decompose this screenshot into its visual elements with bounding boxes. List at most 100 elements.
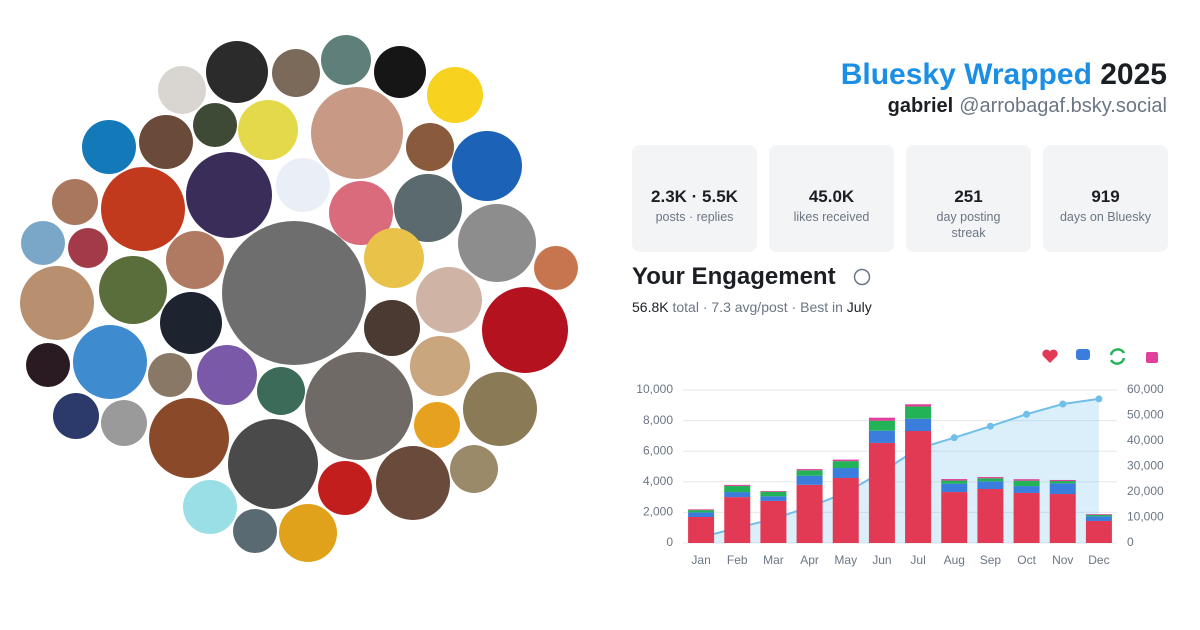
bar-segment (1013, 479, 1040, 481)
title: Bluesky Wrapped 2025 (841, 58, 1167, 92)
bar-segment (796, 470, 823, 476)
line-point (950, 434, 958, 442)
y2-tick-label: 30,000 (1127, 459, 1164, 473)
x-tick-label: Aug (944, 553, 965, 567)
bar-segment (1013, 480, 1040, 487)
y2-tick-label: 20,000 (1127, 484, 1164, 498)
bar-segment (832, 461, 859, 469)
stat-value: 2.3K · 5.5K (651, 187, 738, 206)
bar-segment (724, 497, 751, 543)
bar-segment (1049, 481, 1076, 484)
bar-segment (977, 481, 1004, 489)
bar-segment (905, 406, 932, 419)
stat-value: 45.0K (808, 187, 855, 206)
x-tick-label: Sep (980, 553, 1002, 567)
bar-segment (760, 490, 787, 492)
legend-icons[interactable] (1042, 348, 1158, 365)
bar-segment (760, 491, 787, 497)
bar-segment (796, 469, 823, 471)
line-point (1095, 395, 1103, 403)
y2-tick-label: 0 (1127, 535, 1134, 549)
summary-text: total · 7.3 avg/post · Best in (672, 299, 843, 315)
bar-segment (1049, 494, 1076, 543)
avatar-cloud (20, 35, 578, 562)
info-icon[interactable] (853, 268, 871, 286)
bar-segment (1085, 516, 1112, 521)
x-tick-label: Feb (727, 553, 748, 567)
bar-segment (941, 483, 968, 493)
line-point (1059, 400, 1067, 408)
y2-tick-label: 10,000 (1127, 510, 1164, 524)
y-tick-label: 8,000 (643, 413, 673, 427)
bar-segment (1085, 514, 1112, 517)
y-tick-label: 6,000 (643, 443, 673, 457)
x-tick-label: Apr (800, 553, 819, 567)
y-tick-label: 2,000 (643, 505, 673, 519)
bar-segment (868, 442, 895, 543)
bar-segment (832, 468, 859, 478)
bar-segment (905, 404, 932, 407)
x-tick-label: May (834, 553, 857, 567)
bar-segment (977, 477, 1004, 479)
section-title: Your Engagement (632, 263, 836, 290)
stat-card: 919 days on Bluesky (1043, 145, 1168, 252)
bar-segment (868, 430, 895, 443)
line-point (1023, 410, 1031, 418)
stat-card: 251 day posting streak (906, 145, 1031, 252)
bar-segment (688, 510, 715, 513)
x-tick-label: Mar (763, 553, 784, 567)
x-tick-label: Jan (691, 553, 710, 567)
bar-segment (1085, 514, 1112, 515)
bar-segment (941, 492, 968, 543)
title-year: 2025 (1100, 58, 1167, 91)
x-tick-label: Jun (872, 553, 891, 567)
stat-label: likes received (793, 210, 870, 224)
user: gabriel @arrobagaf.bsky.social (888, 95, 1167, 118)
bar-segment (1085, 520, 1112, 543)
y-tick-label: 10,000 (636, 382, 673, 396)
bar-segment (796, 475, 823, 485)
x-tick-label: Dec (1088, 553, 1109, 567)
user-handle[interactable]: @arrobagaf.bsky.social (959, 95, 1167, 117)
bar-segment (905, 418, 932, 432)
bar-segment (724, 492, 751, 498)
stat-label: day posting streak (936, 210, 1001, 240)
summary: 56.8K total · 7.3 avg/post · Best in Jul… (632, 299, 872, 315)
bar-segment (905, 431, 932, 543)
y2-tick-label: 60,000 (1127, 382, 1164, 396)
bar-segment (977, 478, 1004, 482)
title-text: Bluesky Wrapped (840, 58, 1092, 91)
stat-label: days on Bluesky (1059, 210, 1152, 224)
bar-segment (832, 477, 859, 543)
bar-segment (941, 480, 968, 484)
bar-segment (760, 496, 787, 501)
bar-segment (1013, 492, 1040, 543)
bar-segment (688, 516, 715, 543)
bar-segment (941, 479, 968, 481)
stat-value: 919 (1091, 187, 1120, 206)
bar-segment (760, 500, 787, 543)
y-tick-label: 0 (666, 535, 673, 549)
y-tick-label: 4,000 (643, 474, 673, 488)
x-tick-label: Nov (1052, 553, 1073, 567)
x-tick-label: Oct (1017, 553, 1036, 567)
x-tick-label: Jul (910, 553, 925, 567)
total: 56.8K (632, 299, 669, 315)
bar-segment (868, 420, 895, 431)
bar-segment (796, 484, 823, 543)
line-point (986, 422, 994, 430)
bar-segment (832, 459, 859, 462)
bar-segment (1049, 479, 1076, 482)
chart: 0 2,000 4,000 6,000 8,000 10,000 0 10,000 20,000… (636, 382, 1164, 567)
stat-label: posts · replies (655, 210, 734, 224)
bar-segment (977, 488, 1004, 543)
bar-segment (688, 509, 715, 511)
bar-segment (724, 485, 751, 493)
bar-segment (868, 417, 895, 421)
bar-segment (724, 484, 751, 486)
stat-value: 251 (954, 187, 983, 206)
y2-tick-label: 40,000 (1127, 433, 1164, 447)
user-name: gabriel (887, 95, 954, 117)
